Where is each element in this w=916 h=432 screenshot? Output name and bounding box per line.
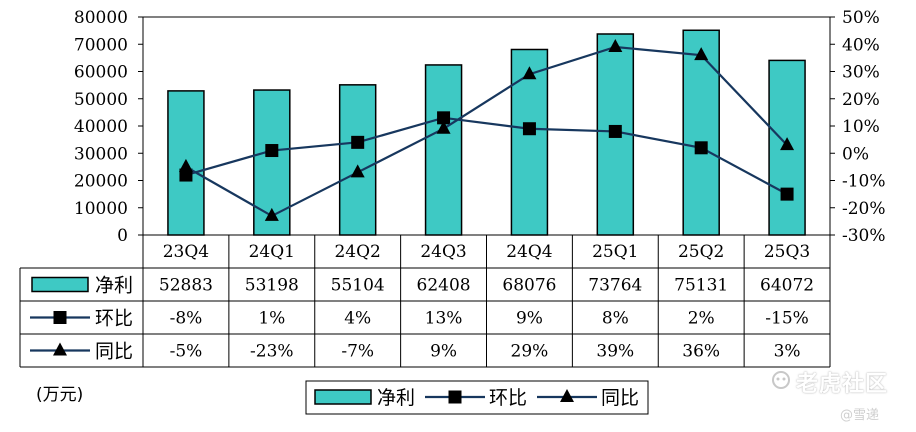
data-label-qoq: 8% <box>602 309 629 329</box>
data-label-qoq: -15% <box>765 309 809 329</box>
watermark-site: 老虎社区 <box>796 372 889 397</box>
right-tick-label: 30% <box>842 63 880 83</box>
data-label-yoy: 39% <box>596 342 634 362</box>
data-label-profit: 52883 <box>159 276 213 296</box>
legend-key-yoy-marker <box>560 389 574 402</box>
bar-24Q2 <box>338 84 377 236</box>
left-tick-label: 80000 <box>74 8 128 28</box>
row-key-bar <box>31 276 89 293</box>
x-tick-label: 25Q3 <box>764 242 810 262</box>
data-label-yoy: -5% <box>170 342 203 362</box>
left-tick-label: 60000 <box>74 63 128 83</box>
left-tick-label: 70000 <box>74 35 128 55</box>
qoq-point-24Q3 <box>437 111 451 125</box>
data-label-qoq: -8% <box>170 309 203 329</box>
row-key-yoy-marker <box>53 342 67 356</box>
legend-key-profit <box>314 389 372 405</box>
qoq-point-24Q4 <box>522 122 536 136</box>
data-label-yoy: 3% <box>774 342 801 362</box>
data-label-qoq: 4% <box>344 309 371 329</box>
yoy-point-25Q2 <box>694 47 709 61</box>
x-tick-label: 24Q4 <box>506 242 552 262</box>
data-label-profit: 53198 <box>245 276 299 296</box>
x-tick-label: 24Q1 <box>249 242 295 262</box>
row-key-qoq-marker <box>53 311 67 324</box>
left-tick-label: 50000 <box>74 90 128 110</box>
data-label-qoq: 9% <box>516 309 543 329</box>
yoy-point-24Q3 <box>436 120 451 134</box>
watermark-author: @雪递 <box>840 408 880 423</box>
data-label-qoq: 13% <box>425 309 463 329</box>
tiger-logo-icon <box>772 371 790 389</box>
data-label-yoy: 9% <box>430 342 457 362</box>
right-tick-label: -10% <box>842 172 886 192</box>
row-header-qoq: 环比 <box>95 308 133 330</box>
right-tick-label: 40% <box>842 35 880 55</box>
yoy-point-24Q1 <box>264 207 279 221</box>
yoy-point-24Q4 <box>522 66 537 80</box>
row-header-profit: 净利 <box>95 275 133 297</box>
qoq-point-24Q2 <box>351 135 365 149</box>
data-label-qoq: 1% <box>258 309 285 329</box>
right-tick-label: -20% <box>842 199 886 219</box>
data-label-qoq: 2% <box>688 309 715 329</box>
data-label-profit: 68076 <box>502 276 556 296</box>
data-label-yoy: -23% <box>250 342 294 362</box>
x-tick-label: 25Q2 <box>678 242 724 262</box>
left-tick-label: 20000 <box>74 172 128 192</box>
yoy-point-24Q2 <box>350 164 365 178</box>
right-tick-label: 0% <box>842 144 869 164</box>
bar-24Q4 <box>510 48 549 236</box>
bar-25Q2 <box>682 29 720 236</box>
data-label-profit: 64072 <box>760 276 814 296</box>
data-label-yoy: 29% <box>511 342 549 362</box>
yoy-point-25Q1 <box>608 38 623 52</box>
unit-label: (万元) <box>36 385 84 405</box>
left-tick-label: 30000 <box>74 144 128 164</box>
right-tick-label: 10% <box>842 117 880 137</box>
x-tick-label: 23Q4 <box>163 242 209 262</box>
yoy-point-25Q3 <box>780 137 795 151</box>
data-label-profit: 55104 <box>331 276 385 296</box>
data-label-profit: 73764 <box>588 276 642 296</box>
left-tick-label: 0 <box>117 226 128 246</box>
x-tick-label: 24Q3 <box>420 242 466 262</box>
left-tick-label: 10000 <box>74 199 128 219</box>
qoq-point-25Q3 <box>780 187 794 201</box>
yoy-line <box>185 45 788 218</box>
data-label-yoy: 36% <box>682 342 720 362</box>
row-header-yoy: 同比 <box>95 341 133 363</box>
qoq-point-25Q1 <box>608 124 622 138</box>
legend-label-qoq: 环比 <box>489 387 527 409</box>
legend-label-profit: 净利 <box>377 387 415 409</box>
x-tick-label: 24Q2 <box>334 242 380 262</box>
right-tick-label: 50% <box>842 8 880 28</box>
qoq-line <box>185 116 788 196</box>
x-tick-label: 25Q1 <box>592 242 638 262</box>
yoy-point-23Q4 <box>178 158 193 172</box>
qoq-point-24Q1 <box>265 144 279 158</box>
data-label-profit: 75131 <box>674 276 728 296</box>
qoq-point-25Q2 <box>694 141 708 155</box>
right-tick-label: -30% <box>842 226 886 246</box>
left-tick-label: 40000 <box>74 117 128 137</box>
legend-key-qoq-marker <box>448 390 462 404</box>
bar-24Q3 <box>424 64 463 236</box>
data-label-yoy: -7% <box>341 342 374 362</box>
data-label-profit: 62408 <box>417 276 471 296</box>
legend-label-yoy: 同比 <box>601 387 639 409</box>
right-tick-label: 20% <box>842 90 880 110</box>
